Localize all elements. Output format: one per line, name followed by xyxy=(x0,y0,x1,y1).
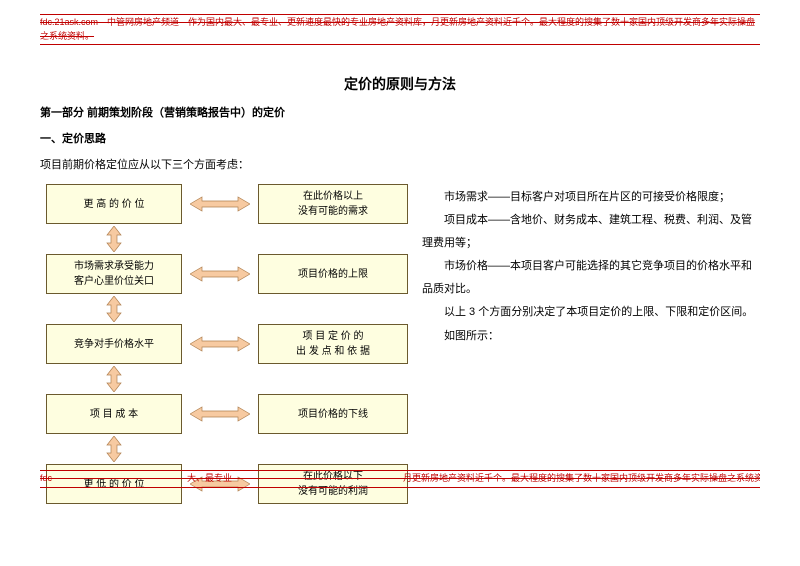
page-title: 定价的原则与方法 xyxy=(0,74,800,94)
flow-box-left: 更 低 的 价 位 xyxy=(46,464,182,504)
flow-box-right: 项 目 定 价 的出 发 点 和 依 据 xyxy=(258,324,408,364)
flow-box-right: 在此价格以下没有可能的利润 xyxy=(258,464,408,504)
header-strike-note: fdc.21ask.com 中管网房地产频道 作为国内最大、最专业、更新速度最快… xyxy=(40,14,760,45)
double-arrow-horizontal-icon xyxy=(190,405,250,423)
double-arrow-horizontal-icon xyxy=(190,335,250,353)
double-arrow-horizontal-icon xyxy=(190,195,250,213)
flow-box-left: 市场需求承受能力客户心里价位关口 xyxy=(46,254,182,294)
body-paragraph: 市场需求——目标客户对项目所在片区的可接受价格限度； xyxy=(422,186,760,209)
flow-box-left: 竞争对手价格水平 xyxy=(46,324,182,364)
body-paragraph: 项目成本——含地价、财务成本、建筑工程、税费、利润、及管理费用等； xyxy=(422,209,760,255)
flow-box-left: 项 目 成 本 xyxy=(46,394,182,434)
double-arrow-horizontal-icon xyxy=(190,265,250,283)
flow-box-right: 项目价格的上限 xyxy=(258,254,408,294)
double-arrow-vertical-icon xyxy=(105,226,123,252)
double-arrow-horizontal-icon xyxy=(190,475,250,493)
double-arrow-vertical-icon xyxy=(105,366,123,392)
flow-box-right: 项目价格的下线 xyxy=(258,394,408,434)
section-heading: 第一部分 前期策划阶段（营销策略报告中）的定价 xyxy=(40,104,285,120)
body-paragraph: 以上 3 个方面分别决定了本项目定价的上限、下限和定价区间。 xyxy=(422,301,760,324)
body-paragraphs: 市场需求——目标客户对项目所在片区的可接受价格限度；项目成本——含地价、财务成本… xyxy=(422,186,760,348)
flowchart: 更 高 的 价 位在此价格以上没有可能的需求市场需求承受能力客户心里价位关口项目… xyxy=(40,184,420,554)
subsection-heading: 一、定价思路 xyxy=(40,130,106,146)
double-arrow-vertical-icon xyxy=(105,436,123,462)
double-arrow-vertical-icon xyxy=(105,296,123,322)
intro-text: 项目前期价格定位应从以下三个方面考虑： xyxy=(40,156,249,172)
flow-box-right: 在此价格以上没有可能的需求 xyxy=(258,184,408,224)
flow-box-left: 更 高 的 价 位 xyxy=(46,184,182,224)
body-paragraph: 市场价格——本项目客户可能选择的其它竞争项目的价格水平和品质对比。 xyxy=(422,255,760,301)
body-paragraph: 如图所示： xyxy=(422,325,760,348)
